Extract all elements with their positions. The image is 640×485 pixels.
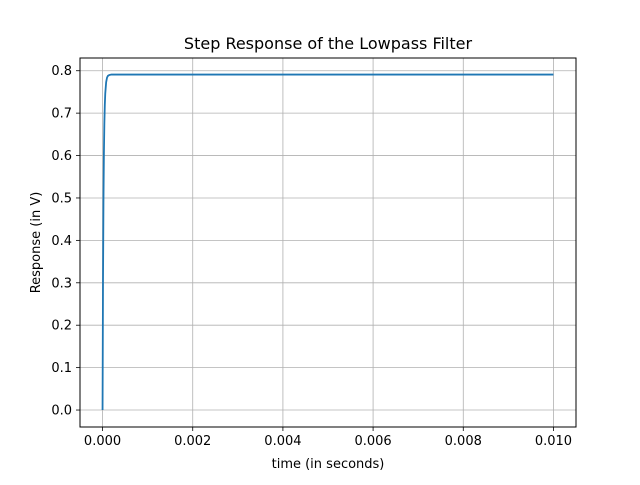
tick-layer: 0.000 0.002 0.004 0.006 0.008 0.010 0.0 0.1 0.2 0…: [51, 64, 572, 449]
step-response-line: [101, 73, 554, 411]
y-tick-label: 0.7: [51, 107, 72, 122]
x-tick-label: 0.006: [354, 434, 391, 449]
plot-frame: [79, 57, 577, 428]
x-tick-label: 0.002: [174, 434, 211, 449]
y-tick-label: 0.5: [51, 191, 72, 206]
y-tick-label: 0.3: [51, 276, 72, 291]
y-axis-label: Response (in V): [29, 192, 44, 294]
y-tick-label: 0.2: [51, 319, 72, 334]
x-tick-label: 0.004: [264, 434, 301, 449]
x-tick-label: 0.010: [535, 434, 572, 449]
y-tick-label: 0.8: [51, 64, 72, 79]
x-tick-label: 0.000: [84, 434, 121, 449]
x-tick-label: 0.008: [445, 434, 482, 449]
y-tick-label: 0.0: [51, 404, 72, 419]
grid-layer: [80, 58, 576, 427]
x-axis-label: time (in seconds): [272, 457, 385, 472]
series-layer: [101, 73, 554, 411]
y-tick-label: 0.1: [51, 361, 72, 376]
y-tick-label: 0.6: [51, 149, 72, 164]
chart-title: Step Response of the Lowpass Filter: [184, 34, 473, 53]
y-tick-label: 0.4: [51, 234, 72, 249]
